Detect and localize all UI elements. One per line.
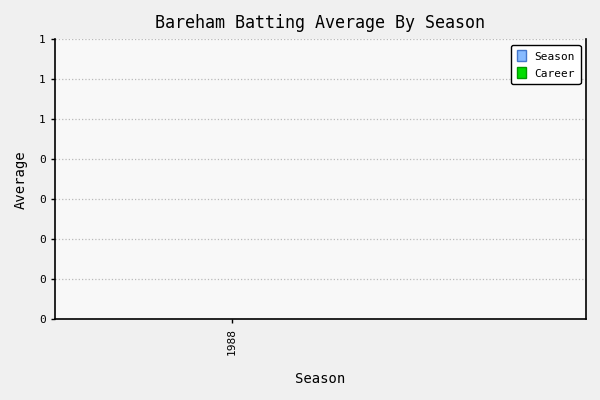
Y-axis label: Average: Average xyxy=(14,150,28,208)
Legend: Season, Career: Season, Career xyxy=(511,44,581,84)
X-axis label: Season: Season xyxy=(295,372,346,386)
Title: Bareham Batting Average By Season: Bareham Batting Average By Season xyxy=(155,14,485,32)
